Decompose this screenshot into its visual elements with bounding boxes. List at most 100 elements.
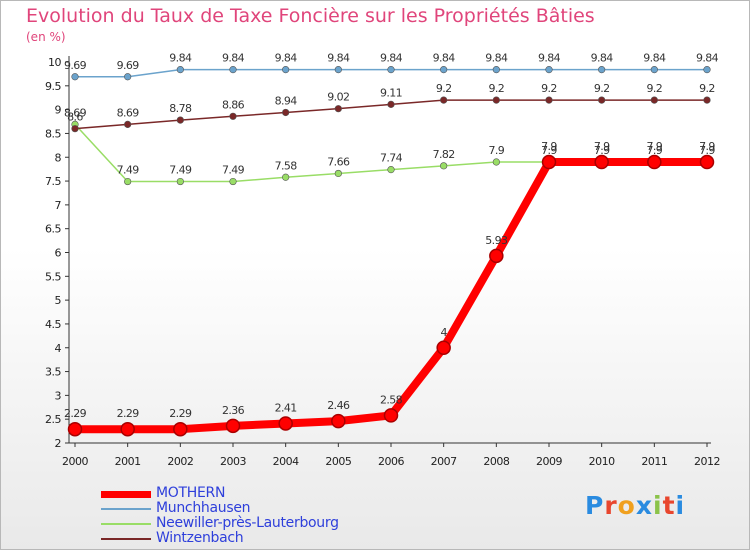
- data-label: 5.93: [485, 234, 508, 247]
- data-point: [71, 125, 79, 133]
- data-point: [650, 96, 658, 104]
- data-point: [489, 248, 504, 264]
- data-point: [176, 177, 184, 186]
- data-label: 9.69: [117, 59, 140, 72]
- data-label: 9.2: [646, 82, 662, 95]
- x-tick-label: 2005: [325, 455, 351, 468]
- data-label: 8.86: [222, 98, 245, 111]
- y-tick-label: 3.5: [45, 366, 61, 379]
- x-tick-label: 2001: [115, 455, 141, 468]
- proxiti-logo: Proxiti: [585, 491, 686, 520]
- data-point: [334, 66, 342, 74]
- x-tick-label: 2011: [641, 455, 667, 468]
- data-point: [229, 66, 237, 74]
- chart-title: Evolution du Taux de Taxe Foncière sur l…: [26, 5, 595, 27]
- data-label: 9.84: [643, 52, 666, 65]
- y-tick-label: 8: [55, 151, 62, 164]
- y-tick-label: 5: [55, 294, 62, 307]
- data-label: 8.69: [64, 106, 87, 119]
- data-label: 2.46: [327, 399, 350, 412]
- data-label: 2.29: [117, 407, 140, 420]
- data-label: 7.9: [488, 144, 504, 157]
- x-tick-label: 2007: [431, 455, 457, 468]
- data-point: [173, 421, 188, 437]
- x-tick-label: 2006: [378, 455, 404, 468]
- y-tick-label: 10: [48, 56, 61, 69]
- data-point: [225, 418, 241, 434]
- data-label: 9.84: [485, 52, 508, 65]
- data-label: 9.84: [275, 52, 298, 65]
- data-point: [176, 116, 184, 124]
- data-label: 9.02: [327, 91, 349, 104]
- data-label: 7.49: [117, 164, 140, 177]
- data-label: 9.84: [538, 52, 561, 65]
- data-label: 2.41: [275, 401, 297, 414]
- data-point: [440, 162, 448, 170]
- data-label: 8.69: [117, 106, 140, 119]
- data-point: [699, 154, 715, 170]
- legend-swatch-wintzenbach: [101, 538, 151, 540]
- data-point: [334, 169, 342, 178]
- data-point: [229, 177, 237, 186]
- x-tick-label: 2000: [62, 455, 88, 468]
- y-tick-label: 4: [55, 342, 62, 355]
- data-label: 9.84: [591, 52, 614, 65]
- data-point: [387, 66, 395, 74]
- data-label: 7.74: [380, 152, 403, 165]
- x-tick-label: 2012: [694, 455, 720, 468]
- x-tick-label: 2010: [589, 455, 615, 468]
- data-label: 9.2: [488, 82, 504, 95]
- data-point: [440, 96, 448, 104]
- data-label: 7.9: [541, 140, 557, 153]
- data-point: [71, 73, 79, 81]
- data-point: [176, 66, 184, 74]
- legend-swatch-munchhausen: [101, 508, 151, 510]
- x-tick-label: 2003: [220, 455, 246, 468]
- data-point: [545, 66, 553, 74]
- data-point: [387, 100, 395, 108]
- data-label: 9.11: [380, 86, 402, 99]
- data-label: 7.49: [169, 164, 192, 177]
- x-tick-label: 2008: [483, 455, 509, 468]
- data-label: 7.9: [646, 140, 662, 153]
- data-label: 9.84: [327, 52, 350, 65]
- data-label: 7.9: [699, 144, 715, 157]
- data-label: 2.29: [169, 407, 192, 420]
- data-point: [436, 340, 451, 355]
- data-label: 9.2: [436, 82, 452, 95]
- data-point: [598, 96, 606, 104]
- data-point: [650, 66, 658, 74]
- data-point: [282, 66, 290, 74]
- data-point: [278, 416, 293, 431]
- data-point: [383, 408, 399, 423]
- data-label: 8.6: [67, 111, 83, 124]
- data-label: 2.29: [64, 407, 87, 420]
- data-label: 2.36: [222, 404, 245, 417]
- legend-label: Neewiller-près-Lauterbourg: [156, 515, 339, 531]
- data-label: 7.58: [275, 159, 298, 172]
- y-tick-label: 8.5: [45, 127, 61, 140]
- unit-label: (en %): [26, 30, 66, 44]
- y-tick-label: 5.5: [45, 270, 61, 283]
- data-point: [124, 177, 132, 186]
- data-point: [594, 154, 609, 170]
- data-label: 9.84: [169, 52, 192, 65]
- y-tick-label: 7: [55, 199, 62, 212]
- data-point: [120, 421, 135, 437]
- y-tick-label: 4.5: [45, 318, 61, 331]
- x-tick-label: 2009: [536, 455, 562, 468]
- data-label: 7.9: [594, 144, 610, 157]
- x-tick-label: 2004: [273, 455, 299, 468]
- data-point: [492, 66, 500, 74]
- y-tick-label: 7.5: [45, 175, 61, 188]
- y-tick-label: 6: [55, 247, 62, 260]
- data-point: [282, 108, 290, 117]
- data-point: [492, 158, 500, 166]
- y-tick-label: 9: [55, 104, 62, 117]
- data-label: 7.82: [433, 148, 455, 161]
- legend-label: MOTHERN: [156, 485, 226, 501]
- data-point: [229, 112, 237, 120]
- data-label: 7.9: [699, 140, 715, 153]
